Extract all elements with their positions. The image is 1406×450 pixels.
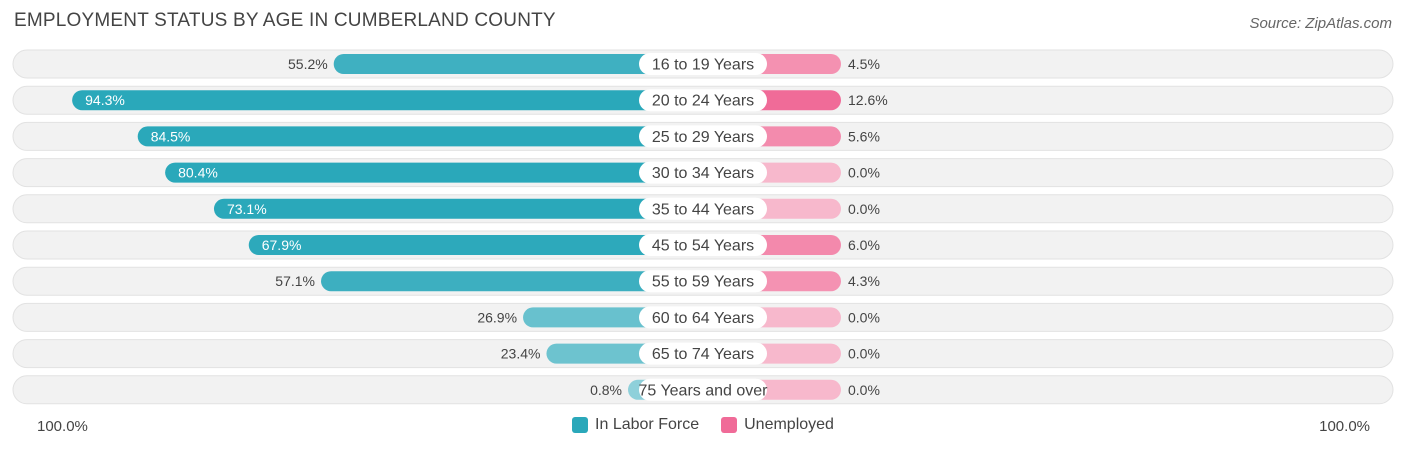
value-label-labor-force: 55.2% (288, 56, 328, 72)
category-pill (639, 89, 767, 112)
source-label: Source: ZipAtlas.com (1249, 15, 1392, 32)
legend-item-unemployed[interactable]: Unemployed (721, 416, 834, 434)
legend: In Labor Force Unemployed (0, 416, 1406, 434)
category-label: 30 to 34 Years (652, 165, 754, 182)
category-pill (639, 306, 767, 329)
value-label-unemployed: 5.6% (848, 128, 880, 144)
bar-labor-force (321, 271, 703, 292)
chart-title: EMPLOYMENT STATUS BY AGE IN CUMBERLAND C… (14, 10, 556, 31)
legend-item-labor-force[interactable]: In Labor Force (572, 416, 699, 434)
value-label-unemployed: 0.0% (848, 346, 880, 362)
category-label: 35 to 44 Years (652, 201, 754, 218)
value-label-labor-force: 80.4% (178, 165, 218, 181)
legend-label-unemployed: Unemployed (744, 416, 834, 433)
category-label: 55 to 59 Years (652, 274, 754, 291)
legend-swatch-labor-force (572, 417, 589, 433)
category-label: 20 to 24 Years (652, 93, 754, 110)
value-label-unemployed: 4.3% (848, 273, 880, 289)
category-pill (639, 197, 767, 220)
category-label: 25 to 29 Years (652, 129, 754, 146)
category-label: 75 Years and over (639, 382, 769, 399)
bar-labor-force (72, 90, 704, 111)
value-label-unemployed: 6.0% (848, 237, 880, 253)
value-label-labor-force: 67.9% (262, 237, 302, 253)
value-label-unemployed: 0.0% (848, 201, 880, 217)
value-label-labor-force: 23.4% (501, 346, 541, 362)
value-label-unemployed: 12.6% (848, 92, 888, 108)
category-pill (639, 161, 767, 184)
category-label: 65 to 74 Years (652, 346, 754, 363)
value-label-labor-force: 57.1% (275, 273, 315, 289)
bar-labor-force (165, 162, 703, 183)
category-pill (639, 125, 767, 148)
value-label-labor-force: 84.5% (151, 128, 191, 144)
legend-label-labor-force: In Labor Force (595, 416, 700, 433)
category-pill (639, 342, 767, 365)
bar-labor-force (213, 198, 703, 219)
category-pill (639, 378, 767, 401)
value-label-labor-force: 26.9% (477, 309, 517, 325)
value-label-labor-force: 73.1% (227, 201, 267, 217)
category-pill (639, 53, 767, 75)
category-label: 16 to 19 Years (652, 57, 754, 74)
value-label-unemployed: 0.0% (848, 382, 880, 398)
value-label-unemployed: 0.0% (848, 165, 880, 181)
bar-labor-force (137, 126, 703, 147)
bar-labor-force (248, 235, 703, 255)
value-label-unemployed: 4.5% (848, 56, 880, 72)
category-label: 45 to 54 Years (652, 238, 754, 255)
axis-left-label: 100.0% (37, 418, 88, 435)
legend-swatch-unemployed (721, 417, 738, 433)
category-pill (639, 234, 767, 256)
category-pill (639, 270, 767, 293)
axis-right-label: 100.0% (1319, 418, 1370, 435)
value-label-labor-force: 0.8% (590, 382, 622, 398)
value-label-unemployed: 0.0% (848, 309, 880, 325)
value-label-labor-force: 94.3% (85, 92, 125, 108)
category-label: 60 to 64 Years (652, 310, 754, 327)
bar-labor-force (333, 54, 703, 74)
